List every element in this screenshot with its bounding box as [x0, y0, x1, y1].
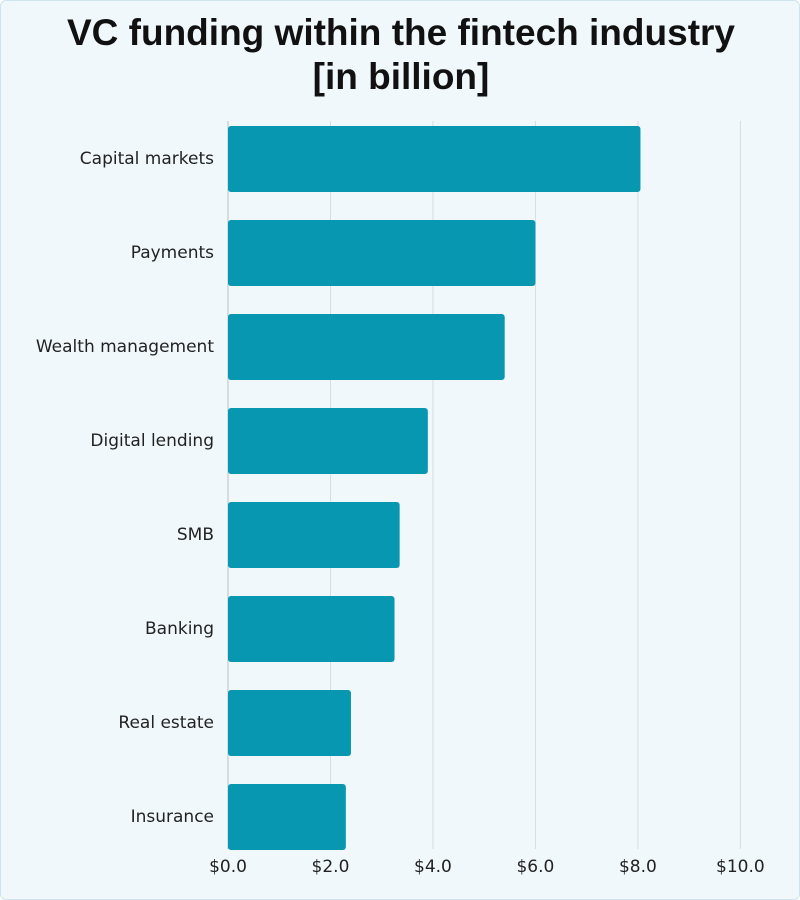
x-tick-label: $8.0	[619, 857, 657, 877]
bar	[228, 784, 346, 850]
bar	[228, 408, 428, 474]
bar	[228, 690, 351, 756]
x-tick-label: $10.0	[716, 857, 765, 877]
chart-title: VC funding within the fintech industry […	[66, 12, 735, 97]
x-tick-label: $4.0	[414, 857, 452, 877]
bar	[228, 220, 536, 286]
y-tick-label: Real estate	[118, 713, 214, 733]
x-tick-label: $6.0	[516, 857, 554, 877]
y-tick-label: Insurance	[131, 807, 214, 827]
y-tick-label: Banking	[145, 619, 214, 639]
y-tick-label: SMB	[177, 525, 214, 545]
bar	[228, 502, 400, 568]
x-tick-label: $2.0	[312, 857, 350, 877]
bar	[228, 126, 641, 192]
y-tick-label: Capital markets	[80, 149, 214, 169]
y-tick-label: Digital lending	[90, 431, 214, 451]
x-tick-label: $0.0	[209, 857, 247, 877]
y-tick-label: Wealth management	[36, 337, 214, 357]
y-tick-label: Payments	[131, 243, 214, 263]
bar	[228, 596, 395, 662]
bar	[228, 314, 505, 380]
